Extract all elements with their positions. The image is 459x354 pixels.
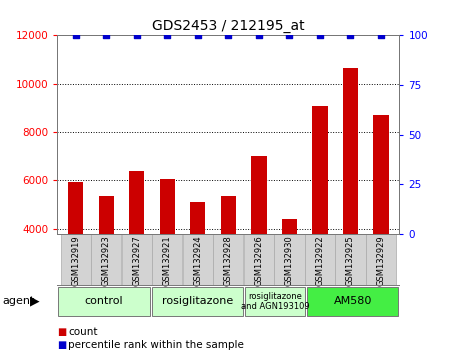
Text: control: control	[85, 296, 123, 306]
Bar	[221, 196, 236, 326]
Bar	[343, 68, 358, 326]
Text: GSM132927: GSM132927	[132, 236, 141, 286]
Text: percentile rank within the sample: percentile rank within the sample	[68, 340, 244, 350]
Bar	[68, 182, 84, 326]
Text: count: count	[68, 327, 97, 337]
Bar	[213, 234, 243, 285]
Point	[255, 33, 263, 38]
Point	[347, 33, 354, 38]
Bar	[282, 219, 297, 326]
Bar	[245, 287, 305, 315]
Bar	[307, 287, 398, 315]
Point	[286, 33, 293, 38]
Text: rosiglitazone
and AGN193109: rosiglitazone and AGN193109	[241, 292, 309, 311]
Bar	[312, 105, 328, 326]
Text: GSM132930: GSM132930	[285, 236, 294, 286]
Text: GSM132929: GSM132929	[376, 236, 386, 286]
Text: rosiglitazone: rosiglitazone	[162, 296, 233, 306]
Bar	[99, 196, 114, 326]
Point	[72, 33, 79, 38]
Text: AM580: AM580	[334, 296, 372, 306]
Bar	[151, 287, 243, 315]
Point	[377, 33, 385, 38]
Bar	[160, 179, 175, 326]
Bar	[129, 171, 145, 326]
Bar	[152, 234, 182, 285]
Bar	[244, 234, 274, 285]
Point	[102, 33, 110, 38]
Bar	[373, 115, 389, 326]
Bar	[274, 234, 304, 285]
Text: GSM132928: GSM132928	[224, 236, 233, 286]
Text: ■: ■	[57, 340, 67, 350]
Bar	[183, 234, 213, 285]
Text: ▶: ▶	[30, 295, 39, 308]
Title: GDS2453 / 212195_at: GDS2453 / 212195_at	[152, 19, 305, 33]
Point	[133, 33, 140, 38]
Bar	[58, 287, 150, 315]
Text: GSM132921: GSM132921	[163, 236, 172, 286]
Bar	[366, 234, 396, 285]
Text: GSM132925: GSM132925	[346, 236, 355, 286]
Bar	[336, 234, 365, 285]
Bar	[61, 234, 91, 285]
Bar	[91, 234, 121, 285]
Text: agent: agent	[2, 296, 35, 306]
Bar	[305, 234, 335, 285]
Point	[163, 33, 171, 38]
Point	[225, 33, 232, 38]
Text: GSM132926: GSM132926	[254, 236, 263, 286]
Text: GSM132922: GSM132922	[315, 236, 325, 286]
Bar	[122, 234, 152, 285]
Point	[316, 33, 324, 38]
Point	[194, 33, 202, 38]
Bar	[251, 156, 267, 326]
Text: ■: ■	[57, 327, 67, 337]
Text: GSM132923: GSM132923	[102, 236, 111, 286]
Bar	[190, 202, 206, 326]
Text: GSM132919: GSM132919	[71, 236, 80, 286]
Text: GSM132924: GSM132924	[193, 236, 202, 286]
